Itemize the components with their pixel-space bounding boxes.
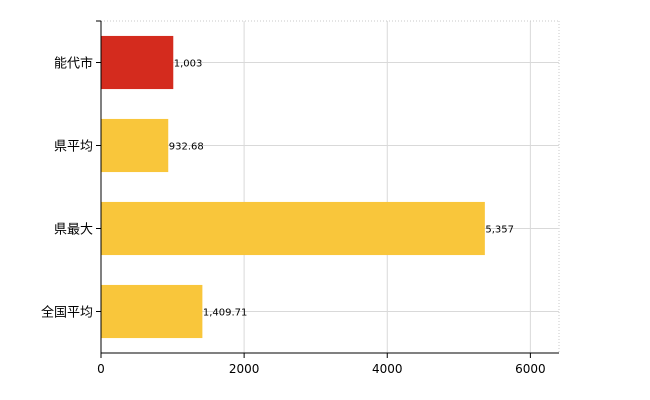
data-label: 1,409.71 [203, 308, 248, 319]
bar [101, 201, 485, 256]
y-category-label: 全国平均 [41, 305, 93, 321]
data-label: 5,357 [485, 225, 514, 236]
bar [101, 284, 203, 339]
bar [101, 35, 174, 90]
data-label: 1,003 [174, 59, 203, 70]
y-category-label: 能代市 [54, 56, 93, 72]
y-category-label: 県平均 [54, 140, 93, 155]
data-label: 932.68 [169, 142, 204, 153]
x-tick-label: 4000 [372, 362, 403, 376]
y-category-label: 県最大 [54, 223, 93, 238]
x-tick-label: 6000 [515, 362, 546, 376]
axes [96, 20, 559, 358]
x-tick-label: 2000 [229, 362, 260, 376]
x-tick-label: 0 [97, 362, 105, 376]
bars [101, 35, 485, 339]
bar [101, 118, 169, 173]
labels: 1,003 932.68 5,357 1,409.71 0 2000 4000 6000 能代市… [41, 56, 546, 377]
